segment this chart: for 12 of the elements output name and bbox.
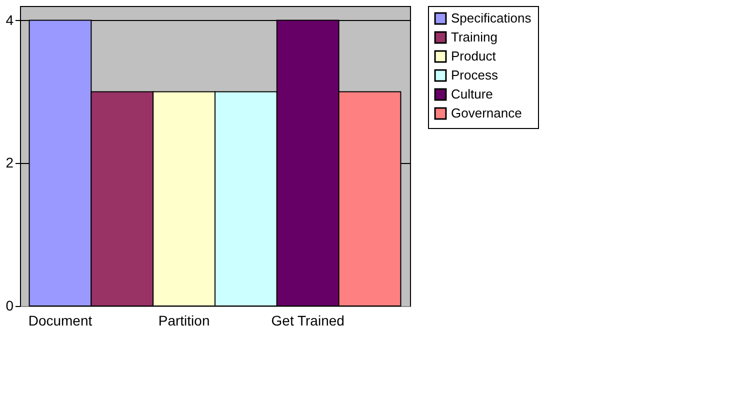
y-tick-label: 4 [6,12,14,28]
x-tick-label: Get Trained [271,312,344,328]
legend-label: Training [451,30,498,44]
legend-label: Culture [451,86,493,102]
legend-label: Specifications [451,10,532,26]
x-tick-label: Partition [158,312,210,328]
y-tick-label: 0 [6,298,14,314]
legend-label: Process [451,68,498,82]
legend-label: Product [451,48,496,64]
legend-label: Governance [451,106,522,120]
x-tick-label: Document [28,312,92,328]
y-tick-label: 2 [6,154,14,171]
